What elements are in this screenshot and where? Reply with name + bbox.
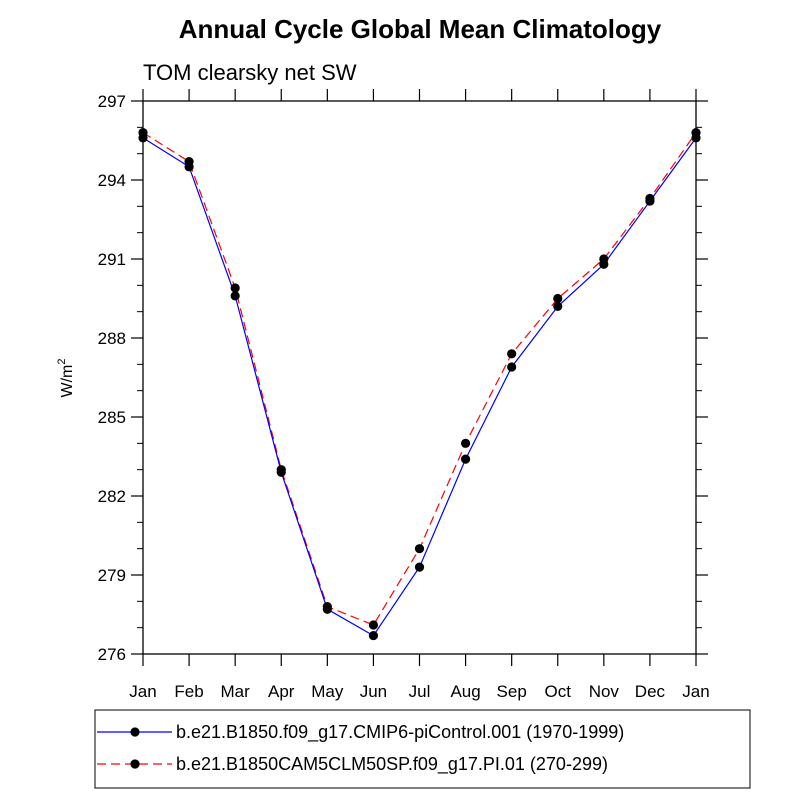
data-point bbox=[230, 291, 240, 301]
series-line bbox=[142, 137, 697, 637]
x-tick-label: Jun bbox=[360, 682, 387, 701]
chart-subtitle: TOM clearsky net SW bbox=[143, 60, 357, 85]
data-point bbox=[691, 128, 701, 138]
y-tick-label: 297 bbox=[98, 92, 126, 111]
x-tick-label: Dec bbox=[635, 682, 666, 701]
data-point bbox=[414, 544, 425, 554]
tick-marks bbox=[131, 89, 708, 666]
legend-label: b.e21.B1850.f09_g17.CMIP6-piControl.001 … bbox=[176, 722, 624, 743]
x-tick-label: Nov bbox=[589, 682, 620, 701]
x-tick-labels: Jan Feb Mar Apr May Jun Jul Aug Sep Oct Nov Dec Jan bbox=[129, 682, 709, 701]
y-tick-label: 282 bbox=[98, 487, 126, 506]
y-axis-label-superscript: 2 bbox=[56, 359, 68, 365]
data-point bbox=[184, 156, 194, 167]
x-tick-label: Sep bbox=[497, 682, 527, 701]
x-tick-label: May bbox=[311, 682, 344, 701]
data-point bbox=[553, 301, 563, 311]
x-tick-label: Oct bbox=[545, 682, 572, 701]
legend-marker bbox=[130, 727, 140, 737]
data-point bbox=[368, 620, 379, 630]
chart-title: Annual Cycle Global Mean Climatology bbox=[179, 14, 662, 44]
y-axis-label: W/m2 bbox=[56, 359, 76, 398]
y-tick-label: 291 bbox=[98, 250, 126, 269]
y-tick-label: 294 bbox=[98, 171, 126, 190]
data-point bbox=[276, 465, 286, 475]
x-tick-label: Mar bbox=[221, 682, 251, 701]
data-point bbox=[645, 193, 655, 204]
data-point bbox=[230, 283, 240, 293]
legend-label: b.e21.B1850CAM5CLM50SP.f09_g17.PI.01 (27… bbox=[176, 754, 608, 775]
data-point bbox=[414, 562, 425, 572]
data-point bbox=[507, 349, 517, 359]
y-tick-label: 279 bbox=[98, 566, 126, 585]
data-point bbox=[368, 630, 379, 641]
legend: b.e21.B1850.f09_g17.CMIP6-piControl.001 … bbox=[97, 722, 624, 775]
x-tick-label: Jul bbox=[409, 682, 431, 701]
y-tick-label: 285 bbox=[98, 408, 126, 427]
x-tick-label: Feb bbox=[174, 682, 203, 701]
legend-box bbox=[94, 709, 751, 789]
x-tick-label: Apr bbox=[268, 682, 295, 701]
data-point bbox=[460, 454, 471, 464]
y-axis-label-base: W/m bbox=[59, 365, 76, 398]
data-point bbox=[138, 128, 148, 138]
x-tick-label: Aug bbox=[450, 682, 480, 701]
data-point bbox=[553, 293, 563, 304]
legend-marker bbox=[130, 759, 140, 769]
series-layer bbox=[138, 128, 701, 641]
data-point bbox=[599, 254, 609, 264]
data-point bbox=[507, 362, 517, 372]
x-tick-label: Jan bbox=[129, 682, 156, 701]
y-tick-labels: 276 279 282 285 288 291 294 297 bbox=[98, 92, 126, 664]
y-tick-label: 276 bbox=[98, 645, 126, 664]
x-tick-label: Jan bbox=[682, 682, 709, 701]
data-point bbox=[460, 438, 471, 448]
data-point bbox=[322, 602, 332, 612]
y-tick-label: 288 bbox=[98, 329, 126, 348]
